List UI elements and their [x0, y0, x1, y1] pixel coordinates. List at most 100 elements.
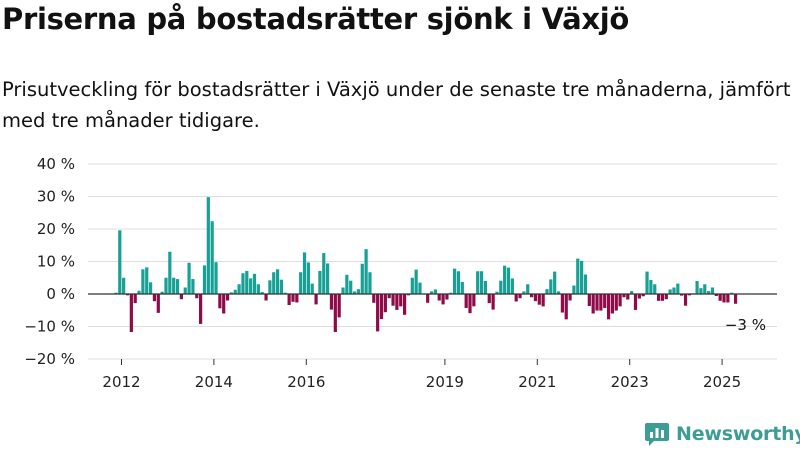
bar	[595, 294, 599, 311]
bar	[164, 277, 168, 294]
bar	[630, 291, 634, 294]
bar	[599, 294, 603, 311]
bar	[152, 294, 157, 302]
bar	[195, 294, 199, 299]
bar	[406, 294, 411, 296]
bar	[676, 283, 680, 294]
bar	[364, 249, 368, 294]
y-tick-label: −20 %	[24, 350, 75, 368]
bar	[529, 294, 534, 298]
bar	[495, 291, 499, 294]
bar	[603, 294, 607, 308]
chart-subtitle: Prisutveckling för bostadsrätter i Växjö…	[2, 78, 791, 132]
bar	[122, 277, 126, 294]
bar	[237, 284, 241, 294]
bar	[510, 278, 514, 294]
bar	[672, 287, 676, 294]
bar	[483, 281, 488, 294]
y-tick-label: −10 %	[24, 318, 75, 336]
bar	[260, 292, 264, 294]
bar	[206, 197, 210, 294]
bars	[114, 197, 738, 333]
bar	[360, 263, 364, 294]
last-value-label: −3 %	[725, 316, 766, 334]
bar	[387, 294, 391, 299]
bar	[168, 251, 172, 294]
bar	[429, 291, 434, 294]
bar	[526, 284, 530, 294]
bar	[225, 294, 230, 301]
bar	[626, 294, 630, 300]
bar	[395, 294, 399, 310]
bar	[518, 294, 522, 299]
bar	[545, 289, 549, 295]
bar	[533, 294, 538, 302]
bar	[568, 294, 572, 301]
bar	[614, 294, 618, 311]
y-tick-label: 10 %	[37, 253, 75, 271]
bar	[445, 294, 449, 300]
bar	[172, 277, 176, 294]
bar	[399, 294, 403, 307]
bar	[633, 294, 638, 310]
bar	[733, 294, 738, 304]
bar	[506, 267, 511, 294]
bar	[699, 288, 703, 294]
y-tick-label: 30 %	[37, 188, 75, 206]
bar	[622, 294, 626, 298]
bar	[695, 281, 699, 294]
bar	[291, 294, 295, 302]
bar	[426, 294, 430, 303]
bar	[349, 280, 353, 294]
bar	[683, 294, 688, 306]
bar	[356, 289, 361, 295]
bar	[560, 294, 564, 313]
bar	[222, 294, 226, 314]
bar	[322, 253, 326, 294]
bar	[287, 294, 291, 306]
bar	[310, 283, 314, 294]
bar	[326, 263, 330, 294]
bar	[714, 294, 718, 296]
bar	[710, 287, 715, 294]
bar	[372, 294, 376, 303]
bar	[610, 294, 615, 314]
bar	[141, 269, 145, 294]
bar	[233, 289, 237, 294]
bar	[537, 294, 541, 305]
bar	[618, 294, 622, 307]
bar	[680, 294, 684, 296]
bar	[199, 294, 203, 324]
bar	[133, 294, 137, 304]
bar	[587, 294, 591, 307]
bar	[703, 284, 707, 294]
bar	[460, 281, 464, 294]
bar	[549, 279, 553, 295]
bar	[456, 271, 461, 294]
bar	[402, 294, 407, 315]
bar	[137, 290, 141, 294]
bar	[175, 279, 180, 294]
x-tick-label: 2023	[611, 373, 649, 391]
bar	[241, 273, 245, 294]
bar	[245, 270, 249, 294]
bar	[564, 294, 568, 320]
bar	[125, 294, 130, 296]
bar	[664, 294, 668, 300]
bar	[191, 279, 195, 294]
bar	[649, 280, 653, 294]
x-tick-label: 2021	[518, 373, 556, 391]
bar	[730, 292, 734, 294]
bar	[318, 270, 322, 294]
bar	[707, 291, 711, 294]
bar	[341, 287, 345, 294]
bar	[148, 282, 153, 294]
bar	[499, 280, 503, 294]
bar	[179, 294, 183, 300]
bar	[345, 274, 349, 294]
bar	[541, 294, 545, 307]
y-tick-label: 20 %	[37, 220, 75, 238]
bar	[379, 294, 384, 320]
x-tick-label: 2025	[703, 373, 741, 391]
bar	[472, 294, 476, 307]
